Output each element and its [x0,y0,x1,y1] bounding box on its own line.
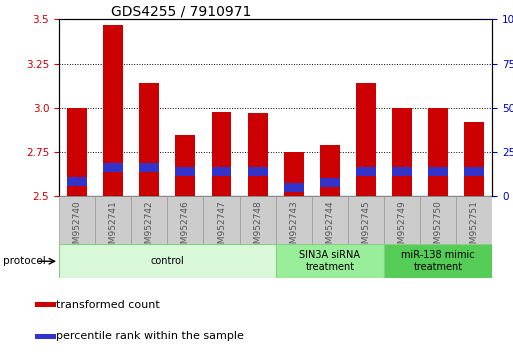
Text: GSM952746: GSM952746 [181,200,190,255]
Text: GSM952744: GSM952744 [325,200,334,255]
Bar [103,163,123,172]
Bar [284,152,304,196]
Bar [175,167,195,176]
Bar [392,108,412,196]
Text: GSM952745: GSM952745 [362,200,370,255]
FancyBboxPatch shape [384,196,420,244]
Text: miR-138 mimic
treatment: miR-138 mimic treatment [402,250,475,272]
Text: GSM952742: GSM952742 [145,200,154,255]
Bar [356,167,376,176]
Bar [320,145,340,196]
Bar [392,167,412,176]
Text: GDS4255 / 7910971: GDS4255 / 7910971 [111,4,251,18]
Bar [464,122,484,196]
FancyBboxPatch shape [275,244,384,278]
Bar [67,108,87,196]
FancyBboxPatch shape [59,196,95,244]
Bar [175,135,195,196]
Bar [428,108,448,196]
Bar [428,167,448,176]
Bar [248,167,268,176]
Text: GSM952740: GSM952740 [72,200,82,255]
Bar [212,112,231,196]
Text: percentile rank within the sample: percentile rank within the sample [56,331,244,342]
Text: protocol: protocol [3,256,45,266]
FancyBboxPatch shape [384,244,492,278]
FancyBboxPatch shape [275,196,312,244]
Bar [212,167,231,176]
Bar [67,177,87,186]
FancyBboxPatch shape [348,196,384,244]
Bar [248,113,268,196]
Bar [103,25,123,196]
Text: GSM952750: GSM952750 [434,200,443,255]
Text: GSM952741: GSM952741 [109,200,117,255]
Bar [140,163,159,172]
FancyBboxPatch shape [204,196,240,244]
Text: GSM952743: GSM952743 [289,200,298,255]
FancyBboxPatch shape [95,196,131,244]
Bar [464,167,484,176]
Text: GSM952748: GSM952748 [253,200,262,255]
Bar [320,178,340,187]
Bar [35,334,56,339]
FancyBboxPatch shape [131,196,167,244]
FancyBboxPatch shape [420,196,457,244]
Bar [284,183,304,192]
Text: GSM952751: GSM952751 [470,200,479,255]
Text: GSM952747: GSM952747 [217,200,226,255]
Text: SIN3A siRNA
treatment: SIN3A siRNA treatment [300,250,361,272]
FancyBboxPatch shape [457,196,492,244]
FancyBboxPatch shape [312,196,348,244]
Text: control: control [150,256,184,266]
Bar [356,83,376,196]
Bar [140,83,159,196]
FancyBboxPatch shape [59,244,275,278]
Text: GSM952749: GSM952749 [398,200,407,255]
Bar [35,302,56,307]
FancyBboxPatch shape [240,196,275,244]
Text: transformed count: transformed count [56,299,160,310]
FancyBboxPatch shape [167,196,204,244]
